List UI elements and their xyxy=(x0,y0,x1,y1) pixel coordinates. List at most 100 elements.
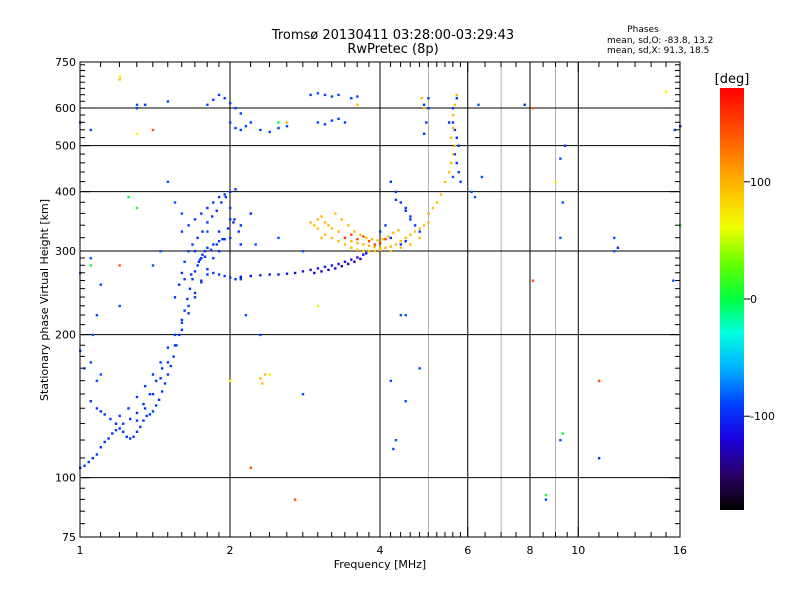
data-point xyxy=(180,321,184,324)
data-point xyxy=(166,361,170,364)
data-point xyxy=(193,270,197,273)
data-point xyxy=(394,198,398,201)
stats-o-line: mean, sd,O: -83.8, 13.2 xyxy=(607,36,713,46)
data-point xyxy=(187,250,190,253)
data-point xyxy=(223,193,226,196)
data-point xyxy=(239,112,242,115)
data-point xyxy=(544,493,548,497)
data-point xyxy=(254,243,257,246)
colorbar-tick-label: -100 xyxy=(750,410,775,423)
data-point xyxy=(404,400,407,403)
data-point xyxy=(233,218,236,221)
data-point xyxy=(135,411,139,415)
data-point xyxy=(418,230,421,233)
data-point xyxy=(399,243,402,246)
data-point xyxy=(343,236,347,240)
data-point xyxy=(451,121,455,124)
data-point xyxy=(399,240,402,243)
data-point xyxy=(316,304,320,308)
data-point xyxy=(285,121,289,124)
data-point xyxy=(379,248,382,252)
data-point xyxy=(554,180,557,183)
data-point xyxy=(211,215,214,218)
data-point xyxy=(160,367,164,370)
data-point xyxy=(206,221,209,224)
data-point xyxy=(389,250,392,253)
data-point xyxy=(457,171,460,174)
data-point xyxy=(175,344,178,347)
y-tick-label: 600 xyxy=(55,102,76,115)
data-point xyxy=(373,243,376,246)
data-point xyxy=(480,175,484,179)
data-point xyxy=(453,128,457,132)
data-point xyxy=(563,144,567,147)
data-point xyxy=(234,107,237,110)
data-point xyxy=(337,230,340,233)
stats-heading: Phases xyxy=(627,25,659,35)
data-point xyxy=(151,264,155,267)
data-point xyxy=(389,245,392,248)
data-point xyxy=(95,453,99,456)
data-point xyxy=(234,188,237,191)
data-point xyxy=(166,180,170,183)
data-point xyxy=(459,180,462,183)
x-axis-label: Frequency [MHz] xyxy=(334,558,426,571)
data-point xyxy=(367,244,371,247)
data-point xyxy=(422,103,426,106)
data-point xyxy=(151,128,155,132)
data-point xyxy=(239,275,242,278)
data-point xyxy=(206,273,209,276)
data-point xyxy=(422,224,426,227)
data-point xyxy=(223,97,226,100)
x-tick-label: 2 xyxy=(227,544,234,557)
data-point xyxy=(209,248,213,252)
data-point xyxy=(523,103,526,106)
data-point xyxy=(362,243,365,246)
data-point xyxy=(148,413,152,416)
data-point xyxy=(229,101,232,105)
data-point xyxy=(323,265,327,269)
data-point xyxy=(470,190,473,194)
data-point xyxy=(394,243,398,246)
data-point xyxy=(301,250,305,253)
data-point xyxy=(418,236,421,240)
data-point xyxy=(309,93,312,97)
data-point xyxy=(203,250,207,253)
data-point xyxy=(384,238,387,241)
data-point xyxy=(389,180,392,183)
data-point xyxy=(193,291,197,295)
data-point xyxy=(234,278,237,281)
data-point xyxy=(224,195,227,199)
data-point xyxy=(367,240,371,243)
data-point xyxy=(173,201,177,204)
data-point xyxy=(127,407,130,410)
y-tick-label: 400 xyxy=(55,186,76,199)
data-point xyxy=(186,297,189,301)
data-point xyxy=(399,314,402,317)
data-point xyxy=(118,304,121,308)
data-point xyxy=(173,296,177,299)
data-point xyxy=(313,224,316,227)
colorbar xyxy=(720,88,744,510)
data-point xyxy=(188,287,192,290)
data-point xyxy=(183,278,186,281)
data-point xyxy=(201,253,204,256)
data-point xyxy=(118,414,121,418)
data-point xyxy=(135,430,139,433)
data-point xyxy=(127,195,130,199)
data-point xyxy=(148,393,152,396)
data-point xyxy=(212,201,215,204)
data-point xyxy=(427,107,430,110)
data-point xyxy=(237,230,240,233)
data-point xyxy=(330,95,334,98)
y-tick-label: 200 xyxy=(55,329,76,342)
data-point xyxy=(244,314,248,317)
data-point xyxy=(531,279,535,282)
data-point xyxy=(180,230,184,233)
data-point xyxy=(107,437,110,440)
data-point xyxy=(337,117,340,120)
data-point xyxy=(135,132,139,135)
data-point xyxy=(95,407,99,410)
colorbar-tick-label: 100 xyxy=(750,176,771,189)
data-point xyxy=(422,132,426,135)
